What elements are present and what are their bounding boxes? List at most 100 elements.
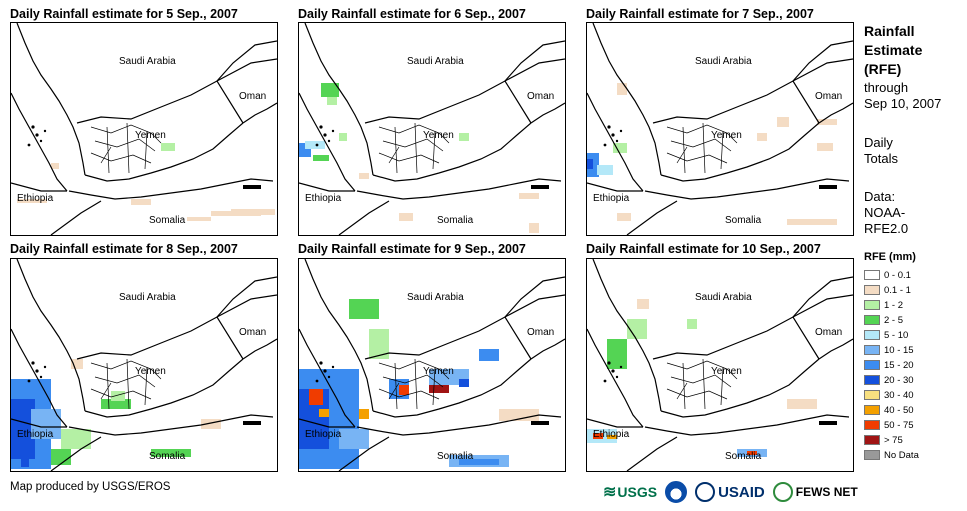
legend-label: 5 - 10 [884,329,909,341]
saudi-yemen-border [76,80,244,124]
legend-item: No Data [864,448,919,462]
island-dot [43,365,47,369]
data-label: Data: [864,189,896,204]
socotra-island [819,185,837,189]
yemen-district-lines [90,122,162,174]
rain-patch [617,83,627,95]
label-ethiopia: Ethiopia [17,429,54,440]
rainfall-map-panel: Saudi Arabia Oman Yemen Ethiopia Somalia [586,258,854,472]
legend-item: 15 - 20 [864,358,914,372]
panel-title: Daily Rainfall estimate for 7 Sep., 2007 [586,7,814,21]
ethiopia-border [11,418,67,428]
arabia-south-coast [84,122,244,182]
rain-patch [613,143,627,153]
rain-patch [787,219,837,225]
legend-label: 0 - 0.1 [884,269,911,281]
rain-patch [479,349,499,361]
panel-title: Daily Rainfall estimate for 8 Sep., 2007 [10,242,238,256]
island-dot [603,143,607,147]
island-dot [327,139,331,143]
ethiopia-border [11,182,67,192]
legend-label: 40 - 50 [884,404,914,416]
rain-patch [637,299,649,309]
island-dot [327,375,331,379]
legend-swatch [864,375,880,385]
rain-patch [777,117,789,127]
island-dot [39,375,43,379]
legend-label: 50 - 75 [884,419,914,431]
legend-label: 0.1 - 1 [884,284,911,296]
legend-swatch [864,390,880,400]
gulf-of-aden-coast [644,178,850,200]
legend-swatch [864,435,880,445]
usgs-text: USGS [617,484,658,500]
rain-patch [151,449,191,457]
totals-label: Totals [864,151,898,166]
label-oman: Oman [239,91,267,102]
somalia-border [626,436,678,471]
legend-label: 20 - 30 [884,374,914,386]
saudi-oman-border [216,294,277,318]
saudi-yemen-border [652,316,820,360]
legend-swatch [864,270,880,280]
island-dot [607,361,611,365]
oman-coast [818,102,853,124]
ethiopia-border [587,418,643,428]
somalia-border [50,436,102,471]
oman-border [504,40,565,82]
through-label: through [864,80,909,95]
island-dot [27,379,31,383]
rain-patch [231,209,275,215]
rainfall-map-panel: Saudi Arabia Oman Yemen Ethiopia Somalia [298,258,566,472]
oman-border [216,40,277,82]
data-source-text: Data: NOAA- RFE2.0 [864,189,908,237]
panel-title: Daily Rainfall estimate for 5 Sep., 2007 [10,7,238,21]
rain-patch [61,429,91,449]
legend-item: 0 - 0.1 [864,268,911,282]
socotra-island [531,185,549,189]
island-dot [39,139,43,143]
island-dot [331,365,335,369]
red-sea-east-coast [592,23,662,176]
data-noaa: NOAA- [864,205,906,220]
socotra-island [243,421,261,425]
label-somalia: Somalia [149,215,186,226]
red-sea-east-coast [16,259,86,412]
arabia-south-coast [84,358,244,418]
yemen-district-lines [378,358,450,410]
panel-title: Daily Rainfall estimate for 10 Sep., 200… [586,242,821,256]
somalia-border [338,436,390,471]
rain-patch [429,385,449,393]
island-dot [615,139,619,143]
island-dot [323,369,327,373]
title-line-1: Rainfall [864,23,915,39]
rain-patch [313,155,329,161]
saudi-oman-border [792,294,853,318]
saudi-yemen-border [364,80,532,124]
rain-patch [349,299,379,319]
rain-patch [757,133,767,141]
yemen-district-lines [90,358,162,410]
rain-patch [339,429,369,449]
arabia-south-coast [372,358,532,418]
label-saudi-arabia: Saudi Arabia [119,56,176,67]
legend-swatch [864,315,880,325]
island-dot [35,369,39,373]
rain-patch [339,133,347,141]
label-yemen: Yemen [711,130,742,141]
rain-patch [309,389,323,405]
rain-patch [305,141,325,149]
rain-patch [51,449,71,465]
legend-label: 1 - 2 [884,299,904,311]
label-yemen: Yemen [711,366,742,377]
island-dot [315,379,319,383]
legend-label: No Data [884,449,919,461]
saudi-yemen-border [364,316,532,360]
red-sea-west-coast [587,328,644,428]
island-dot [319,361,323,365]
label-oman: Oman [527,327,555,338]
oman-coast [818,338,853,360]
rain-patch [617,213,631,221]
saudi-oman-border [792,58,853,82]
sidebar-title: Rainfall Estimate (RFE) [864,22,964,79]
